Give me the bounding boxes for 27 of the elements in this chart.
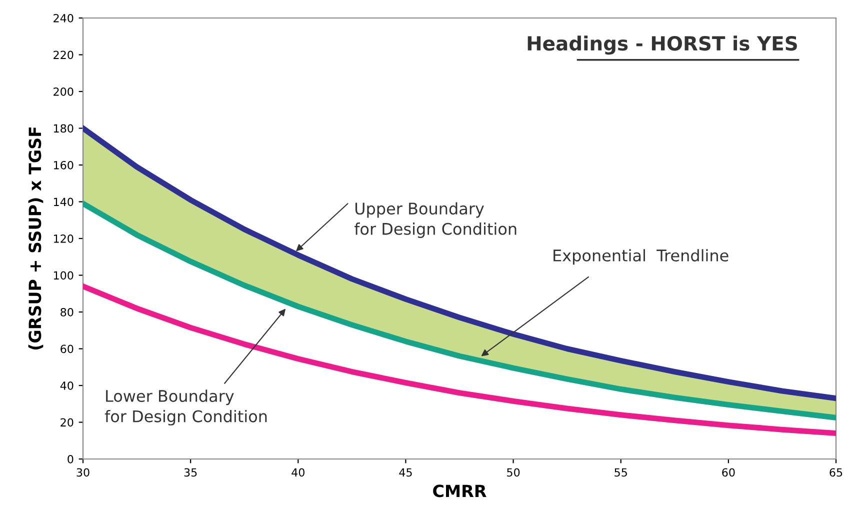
y-tick-label: 160 xyxy=(54,160,74,170)
y-tick-label: 0 xyxy=(68,454,74,464)
y-tick-label: 200 xyxy=(54,87,74,96)
x-tick-label: 60 xyxy=(722,468,735,477)
x-tick-label: 55 xyxy=(614,468,627,477)
x-tick-label: 45 xyxy=(399,468,412,477)
y-tick-label: 60 xyxy=(60,344,74,354)
y-tick-label: 220 xyxy=(54,50,74,60)
y-tick-label: 80 xyxy=(60,308,74,316)
annotation: Upper Boundary for Design Condition xyxy=(354,202,516,238)
x-tick-label: 35 xyxy=(184,468,197,477)
y-axis-title: (GRSUP + SSUP) x TGSF xyxy=(28,127,44,350)
y-tick-label: 20 xyxy=(60,418,74,427)
x-tick-label: 65 xyxy=(830,468,842,477)
y-tick-label: 120 xyxy=(54,234,74,243)
x-tick-label: 40 xyxy=(292,468,304,477)
x-tick-label: 30 xyxy=(76,468,90,477)
y-tick-label: 180 xyxy=(54,124,74,133)
y-tick-label: 40 xyxy=(60,381,74,390)
y-tick-label: 240 xyxy=(54,14,74,22)
y-tick-label: 140 xyxy=(54,198,74,206)
text: Headings - HORST is YES xyxy=(528,36,797,55)
annotation: Exponential Trendline xyxy=(554,249,728,265)
y-tick-label: 100 xyxy=(54,271,74,280)
x-tick-label: 50 xyxy=(507,468,520,477)
annotation: Lower Boundary for Design Condition xyxy=(104,390,267,426)
x-axis-title: CMRR xyxy=(433,484,486,498)
